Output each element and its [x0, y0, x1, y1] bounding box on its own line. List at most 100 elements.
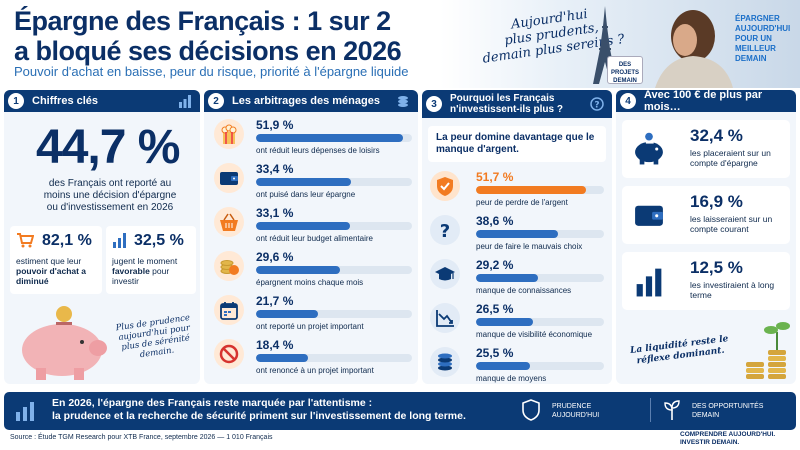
reason-label: manque de moyens	[476, 374, 547, 383]
source-note: Source : Étude TGM Research pour XTB Fra…	[10, 434, 273, 441]
tradeoff-label: épargnent moins chaque mois	[256, 278, 364, 287]
conclusion-banner	[4, 392, 796, 430]
stat-b-value: 32,5 %	[134, 232, 184, 249]
forbidden-icon	[218, 343, 240, 365]
rising-bars-icon	[113, 233, 126, 248]
allocation-percent: 32,4 %	[690, 126, 743, 145]
reason-percent: 26,5 %	[476, 302, 514, 316]
plant-coins-illustration	[746, 322, 790, 379]
bar-chart-icon	[16, 402, 34, 421]
reason-bar-fill	[476, 362, 531, 370]
tradeoff-percent: 29,6 %	[256, 250, 294, 264]
tradeoff-bar-fill	[256, 222, 350, 230]
stat-a-text: estiment que leur pouvoir d'achat a dimi…	[16, 256, 102, 286]
piggy-bank-illustration	[22, 306, 107, 380]
badge-prudence: PRUDENCE AUJOURD'HUI	[552, 403, 600, 419]
conclusion-line-2: la prudence et la recherche de sécurité …	[52, 410, 466, 422]
reason-bar-fill	[476, 318, 533, 326]
coins-icon	[398, 96, 408, 107]
section-title: Chiffres clés	[32, 95, 99, 107]
stat-purchasing-power: 82,1 % estiment que leur pouvoir d'achat…	[10, 226, 102, 294]
reasons-intro: La peur domine davantage que le manque d…	[428, 126, 606, 162]
calendar-icon	[218, 299, 240, 321]
reason-percent: 38,6 %	[476, 214, 514, 228]
tradeoff-bar	[256, 266, 412, 274]
page-subtitle: Pouvoir d'achat en baisse, peur du risqu…	[14, 64, 409, 79]
tradeoff-bar	[256, 178, 412, 186]
shield-icon	[434, 175, 456, 197]
wallet-icon	[632, 198, 666, 232]
section-title: Les arbitrages des ménages	[232, 95, 380, 107]
basket-icon	[218, 211, 240, 233]
stat-b-text-end: pour investir	[112, 266, 170, 286]
reason-bar	[476, 318, 604, 326]
page-title: Épargne des Français : 1 sur 2 a bloqué …	[14, 6, 402, 66]
tradeoff-bar	[256, 222, 412, 230]
shield-icon	[522, 399, 540, 421]
section-number: 1	[8, 93, 24, 109]
coins-icon	[218, 255, 240, 277]
tradeoff-label: ont reporté un projet important	[256, 322, 364, 331]
household-tradeoffs-header: 2 Les arbitrages des ménages	[204, 90, 418, 112]
tradeoff-bar-fill	[256, 134, 404, 142]
tradeoff-percent: 18,4 %	[256, 338, 294, 352]
tradeoff-percent: 51,9 %	[256, 118, 294, 132]
tradeoff-percent: 33,1 %	[256, 206, 294, 220]
allocation-label: les placeraient sur un compte d'épargne	[690, 148, 771, 168]
popcorn-icon	[218, 123, 240, 145]
extra-income-header: 4 Avec 100 € de plus par mois…	[616, 89, 796, 113]
stat-b-text: jugent le moment favorable pour investir	[112, 256, 196, 286]
conclusion-text: En 2026, l'épargne des Français reste ma…	[52, 397, 512, 423]
reason-icon-circle	[430, 215, 460, 245]
reason-percent: 51,7 %	[476, 170, 514, 184]
reasons-header: 3 Pourquoi les Français n'investissent-i…	[422, 90, 612, 118]
title-line-2: a bloqué ses décisions en 2026	[14, 36, 402, 66]
tradeoff-percent: 33,4 %	[256, 162, 294, 176]
section-number: 3	[426, 96, 442, 112]
mug-illustration: DES PROJETS DEMAIN	[607, 56, 643, 84]
reason-bar	[476, 230, 604, 238]
stat-favorable-moment: 32,5 % jugent le moment favorable pour i…	[106, 226, 196, 294]
section-title: Avec 100 € de plus par mois…	[644, 89, 763, 113]
section-number: 4	[620, 93, 636, 109]
tradeoff-bar	[256, 134, 412, 142]
graduation-cap-icon	[434, 263, 456, 285]
allocation-label: les investiraient à long terme	[690, 280, 775, 300]
reason-label: peur de perdre de l'argent	[476, 198, 568, 207]
reason-percent: 29,2 %	[476, 258, 514, 272]
wallet-icon	[218, 167, 240, 189]
tradeoff-bar-fill	[256, 178, 351, 186]
tradeoff-label: ont renoncé à un projet important	[256, 366, 374, 375]
sprout-icon	[664, 400, 680, 420]
stat-a-text-regular: estiment que leur	[16, 256, 82, 266]
reason-bar	[476, 186, 604, 194]
section-title: Pourquoi les Français n'investissent-ils…	[450, 93, 563, 115]
stat-a-value: 82,1 %	[42, 232, 92, 249]
tradeoff-bar-fill	[256, 266, 340, 274]
stat-a-text-bold: pouvoir d'achat a diminué	[16, 266, 87, 286]
stat-b-text-regular: jugent le moment	[112, 256, 178, 266]
reason-bar-fill	[476, 186, 587, 194]
question-icon: ?	[434, 219, 456, 242]
tradeoff-bar-fill	[256, 354, 309, 362]
trend-down-icon	[434, 307, 456, 329]
coin-stack-icon	[434, 351, 456, 373]
reason-percent: 25,5 %	[476, 346, 514, 360]
bar-chart-icon	[179, 95, 191, 108]
headline-figure-description: des Français ont reporté au moins une dé…	[43, 178, 177, 213]
person-illustration	[655, 10, 733, 88]
header-slogan: ÉPARGNER AUJOURD'HUI POUR UN MEILLEUR DE…	[735, 14, 791, 63]
svg-text:?: ?	[440, 221, 450, 241]
reason-bar	[476, 362, 604, 370]
reason-label: manque de visibilité économique	[476, 330, 593, 339]
cart-icon	[17, 233, 34, 248]
reason-label: manque de connaissances	[476, 286, 572, 295]
tradeoff-percent: 21,7 %	[256, 294, 294, 308]
key-figures-header: 1 Chiffres clés	[4, 90, 200, 112]
conclusion-line-1: En 2026, l'épargne des Français reste ma…	[52, 397, 373, 409]
tradeoff-bar	[256, 310, 412, 318]
closing-slogan: COMPRENDRE AUJOURD'HUI. INVESTIR DEMAIN.	[680, 431, 776, 446]
allocation-label: les laisseraient sur un compte courant	[690, 214, 773, 234]
piggy-bank-icon	[632, 132, 666, 166]
tradeoff-bar	[256, 354, 412, 362]
